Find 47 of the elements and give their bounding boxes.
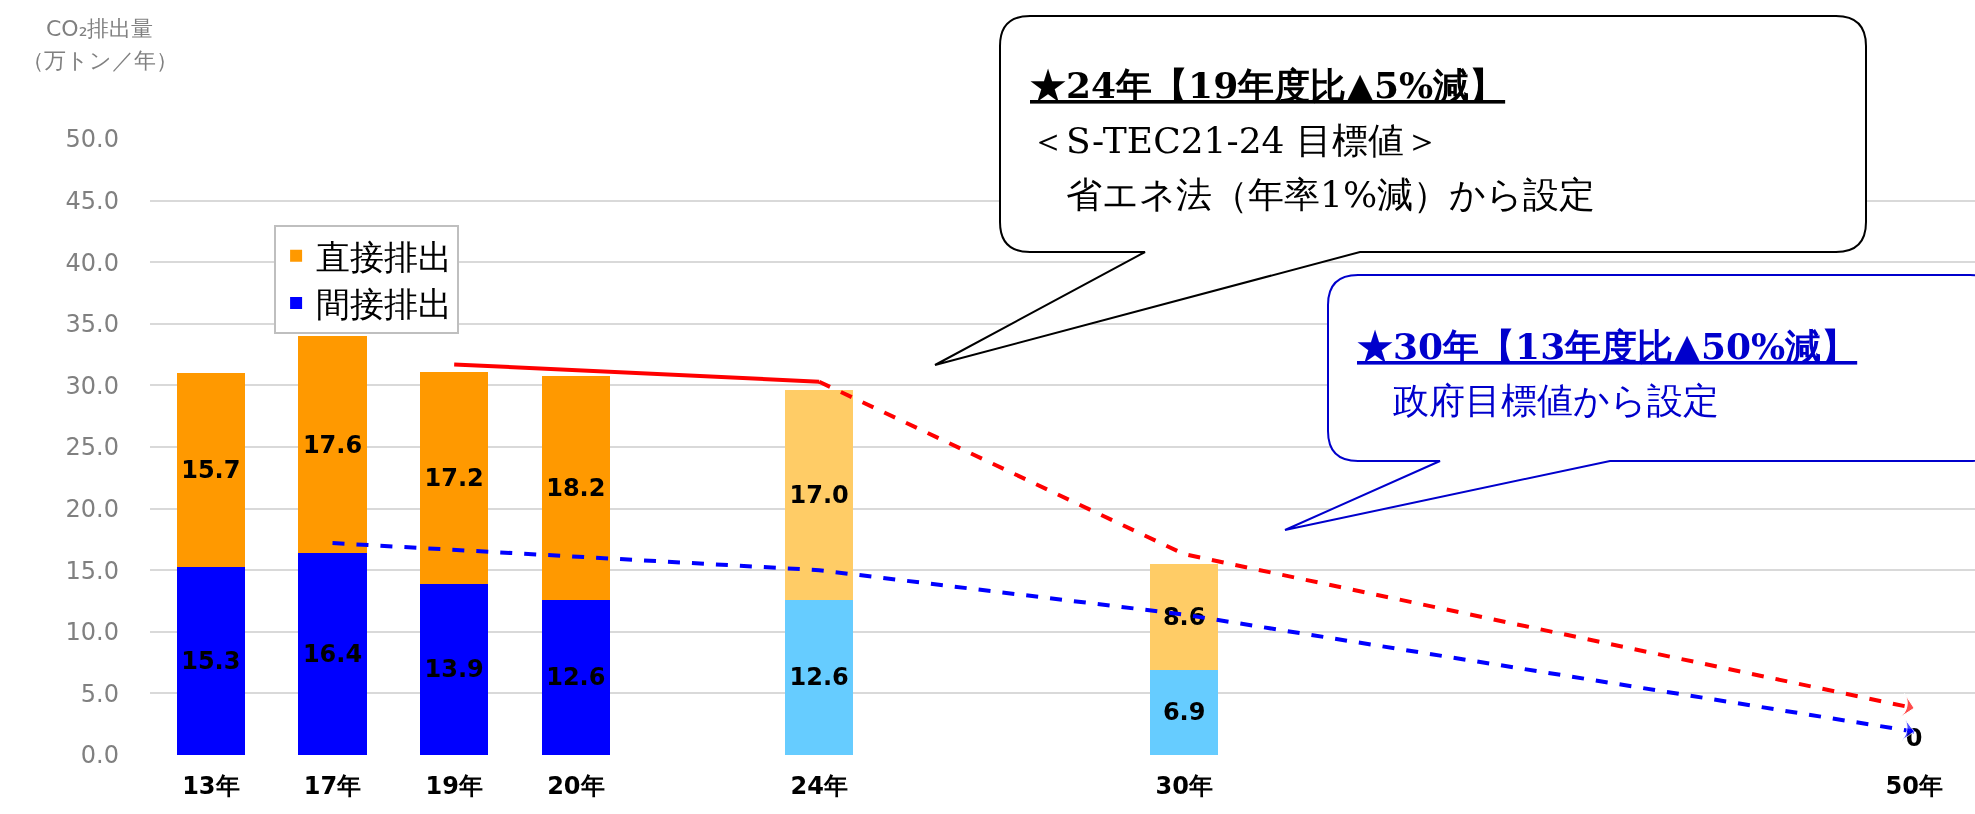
- legend-label: 直接排出: [316, 237, 453, 278]
- x-tick-label: 17年: [303, 772, 362, 800]
- bar: [176, 373, 245, 567]
- bar: [541, 375, 610, 600]
- x-tick-label: 20年: [547, 772, 605, 800]
- x-tick-label: 50年: [1885, 772, 1943, 800]
- y-tick-label: 25.0: [65, 433, 119, 462]
- bar: [1150, 669, 1219, 755]
- data-label: 13.9: [424, 655, 484, 684]
- y-tick-label: 35.0: [65, 310, 119, 339]
- text: （万トン／年）: [22, 48, 178, 73]
- y-tick-label: 5.0: [80, 679, 119, 708]
- data-label: 17.2: [424, 463, 484, 492]
- x-tick-label: 19年: [425, 772, 483, 800]
- y-tick-label: 45.0: [65, 187, 119, 215]
- y-tick-label: 15.0: [65, 556, 119, 585]
- data-label: 17.6: [302, 430, 363, 459]
- data-label: 15.3: [181, 646, 241, 675]
- data-label: 12.6: [546, 663, 606, 692]
- x-tick-label: 13年: [182, 772, 240, 800]
- y-axis-title: CO₂排出量: [46, 16, 154, 41]
- data-label: 12.6: [789, 663, 849, 692]
- bar: [785, 599, 854, 755]
- y-tick-label: 10.0: [65, 618, 119, 647]
- bar: [1150, 564, 1219, 670]
- bar: [176, 566, 245, 755]
- annotation: 省エネ法（年率1%減）から設定: [1030, 174, 1596, 215]
- data-label: 18.2: [546, 473, 606, 502]
- x-tick-label: 24年: [790, 772, 848, 800]
- y-tick-label: 0.0: [80, 741, 119, 770]
- data-label: 16.4: [302, 639, 363, 668]
- annotation: ＜S-TEC21-24 目標値＞: [1030, 120, 1440, 161]
- y-tick-label: 20.0: [65, 495, 119, 523]
- bar: [420, 371, 489, 584]
- y-tick-label: 30.0: [65, 371, 119, 400]
- legend-label: 間接排出: [316, 284, 453, 325]
- annotation: 政府目標値から設定: [1357, 380, 1719, 421]
- bar: [541, 599, 610, 755]
- data-label: 6.9: [1162, 698, 1206, 727]
- data-label: 17.0: [789, 481, 849, 510]
- y-tick-label: 50.0: [65, 125, 119, 154]
- bar: [785, 390, 854, 600]
- x-tick-label: 30年: [1155, 772, 1213, 800]
- y-tick-label: 40.0: [65, 248, 119, 277]
- bar: [420, 583, 489, 755]
- bar: [298, 552, 367, 755]
- data-label: 15.7: [181, 455, 241, 484]
